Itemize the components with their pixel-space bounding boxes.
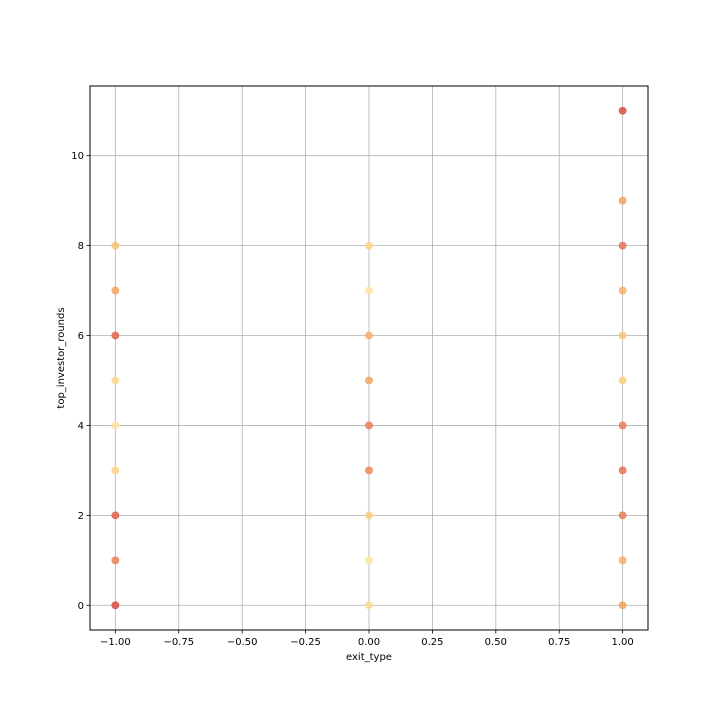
scatter-point bbox=[618, 511, 627, 520]
scatter-point bbox=[618, 331, 627, 340]
y-tick-label: 2 bbox=[78, 511, 84, 522]
scatter-point bbox=[618, 376, 627, 385]
scatter-point bbox=[618, 196, 627, 205]
y-tick-label: 8 bbox=[78, 241, 84, 252]
scatter-point bbox=[618, 466, 627, 475]
x-tick-label: −1.00 bbox=[100, 637, 131, 648]
scatter-point bbox=[111, 466, 120, 475]
scatter-point bbox=[365, 511, 373, 520]
scatter-point bbox=[365, 421, 373, 430]
data-points bbox=[111, 106, 627, 610]
scatter-point bbox=[111, 556, 120, 565]
scatter-point bbox=[618, 601, 627, 610]
scatter-point bbox=[618, 286, 627, 295]
x-tick-label: −0.75 bbox=[163, 637, 194, 648]
scatter-point bbox=[365, 286, 373, 295]
scatter-point bbox=[365, 241, 373, 250]
y-tick-label: 6 bbox=[78, 331, 84, 342]
y-tick-label: 10 bbox=[71, 151, 84, 162]
x-axis-ticks: −1.00 −0.75 −0.50 −0.25 0.00 0.25 0.50 0.75 1.00 bbox=[100, 630, 634, 648]
x-tick-label: 0.75 bbox=[548, 637, 570, 648]
scatter-point bbox=[111, 421, 120, 430]
scatter-point bbox=[618, 556, 627, 565]
x-tick-label: 0.25 bbox=[421, 637, 443, 648]
y-axis-label: top_investor_rounds bbox=[56, 307, 67, 408]
scatter-point bbox=[365, 556, 373, 565]
y-axis-ticks: 0 2 4 6 8 10 bbox=[71, 151, 90, 612]
x-tick-label: −0.50 bbox=[227, 637, 258, 648]
scatter-point bbox=[111, 511, 120, 520]
scatter-point bbox=[618, 421, 627, 430]
scatter-point bbox=[365, 601, 373, 610]
x-tick-label: 0.00 bbox=[358, 637, 380, 648]
scatter-point bbox=[111, 331, 120, 340]
scatter-point bbox=[618, 106, 627, 115]
scatter-point bbox=[111, 241, 120, 250]
x-tick-label: 0.50 bbox=[485, 637, 507, 648]
scatter-point bbox=[365, 466, 373, 475]
scatter-point bbox=[111, 286, 120, 295]
scatter-point bbox=[111, 601, 120, 610]
x-tick-label: −0.25 bbox=[290, 637, 321, 648]
scatter-point bbox=[111, 376, 120, 385]
x-axis-label: exit_type bbox=[346, 652, 392, 663]
x-tick-label: 1.00 bbox=[612, 637, 634, 648]
scatter-point bbox=[618, 241, 627, 250]
scatter-point bbox=[365, 331, 373, 340]
y-tick-label: 0 bbox=[78, 601, 84, 612]
scatter-point bbox=[365, 376, 373, 385]
y-tick-label: 4 bbox=[78, 421, 84, 432]
